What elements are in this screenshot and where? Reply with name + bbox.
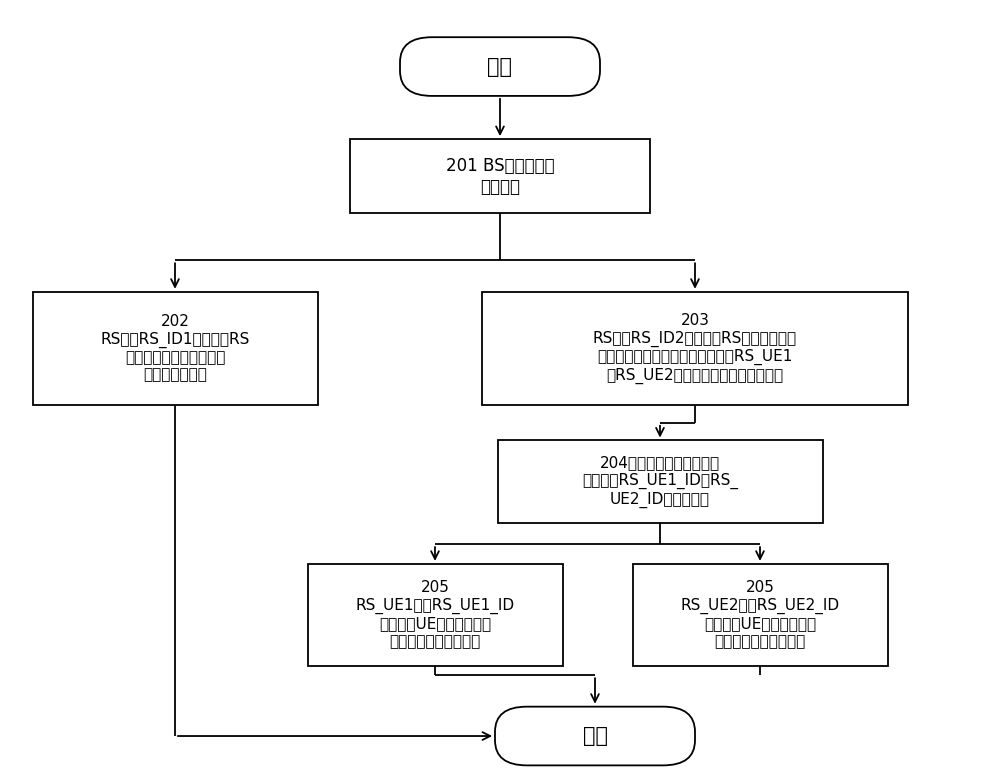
Text: 205
RS_UE2利用RS_UE2_ID
盲检测到UE级控制信息后
，进行相应数据的解调: 205 RS_UE2利用RS_UE2_ID 盲检测到UE级控制信息后 ，进行相应… — [680, 580, 840, 649]
FancyBboxPatch shape — [400, 37, 600, 96]
Text: 201 BS下发相应的
控制信息: 201 BS下发相应的 控制信息 — [446, 157, 554, 196]
Text: 205
RS_UE1利用RS_UE1_ID
盲检测到UE级控制信息后
，进行相应数据的解调: 205 RS_UE1利用RS_UE1_ID 盲检测到UE级控制信息后 ，进行相应… — [355, 580, 515, 649]
FancyBboxPatch shape — [633, 564, 888, 666]
FancyBboxPatch shape — [32, 291, 318, 406]
FancyBboxPatch shape — [498, 440, 822, 523]
FancyBboxPatch shape — [495, 706, 695, 766]
FancyBboxPatch shape — [350, 139, 650, 213]
FancyBboxPatch shape — [482, 291, 908, 406]
Text: 开始: 开始 — [488, 56, 512, 77]
Text: 结束: 结束 — [582, 726, 608, 746]
Text: 202
RS利用RS_ID1盲检测到RS
第一级控制信息后，进行
相应数据的解调: 202 RS利用RS_ID1盲检测到RS 第一级控制信息后，进行 相应数据的解调 — [100, 314, 250, 383]
Text: 203
RS利用RS_ID2盲检测到RS第二级控制信
息后，得到可利用资源控制信息，RS_UE1
、RS_UE2的数据映射在可利用资源上: 203 RS利用RS_ID2盲检测到RS第二级控制信 息后，得到可利用资源控制信… — [593, 313, 797, 384]
FancyBboxPatch shape — [308, 564, 562, 666]
Text: 204对应的控制信息分别承
载对应的RS_UE1_ID、RS_
UE2_ID并进行发送: 204对应的控制信息分别承 载对应的RS_UE1_ID、RS_ UE2_ID并进… — [582, 456, 738, 507]
